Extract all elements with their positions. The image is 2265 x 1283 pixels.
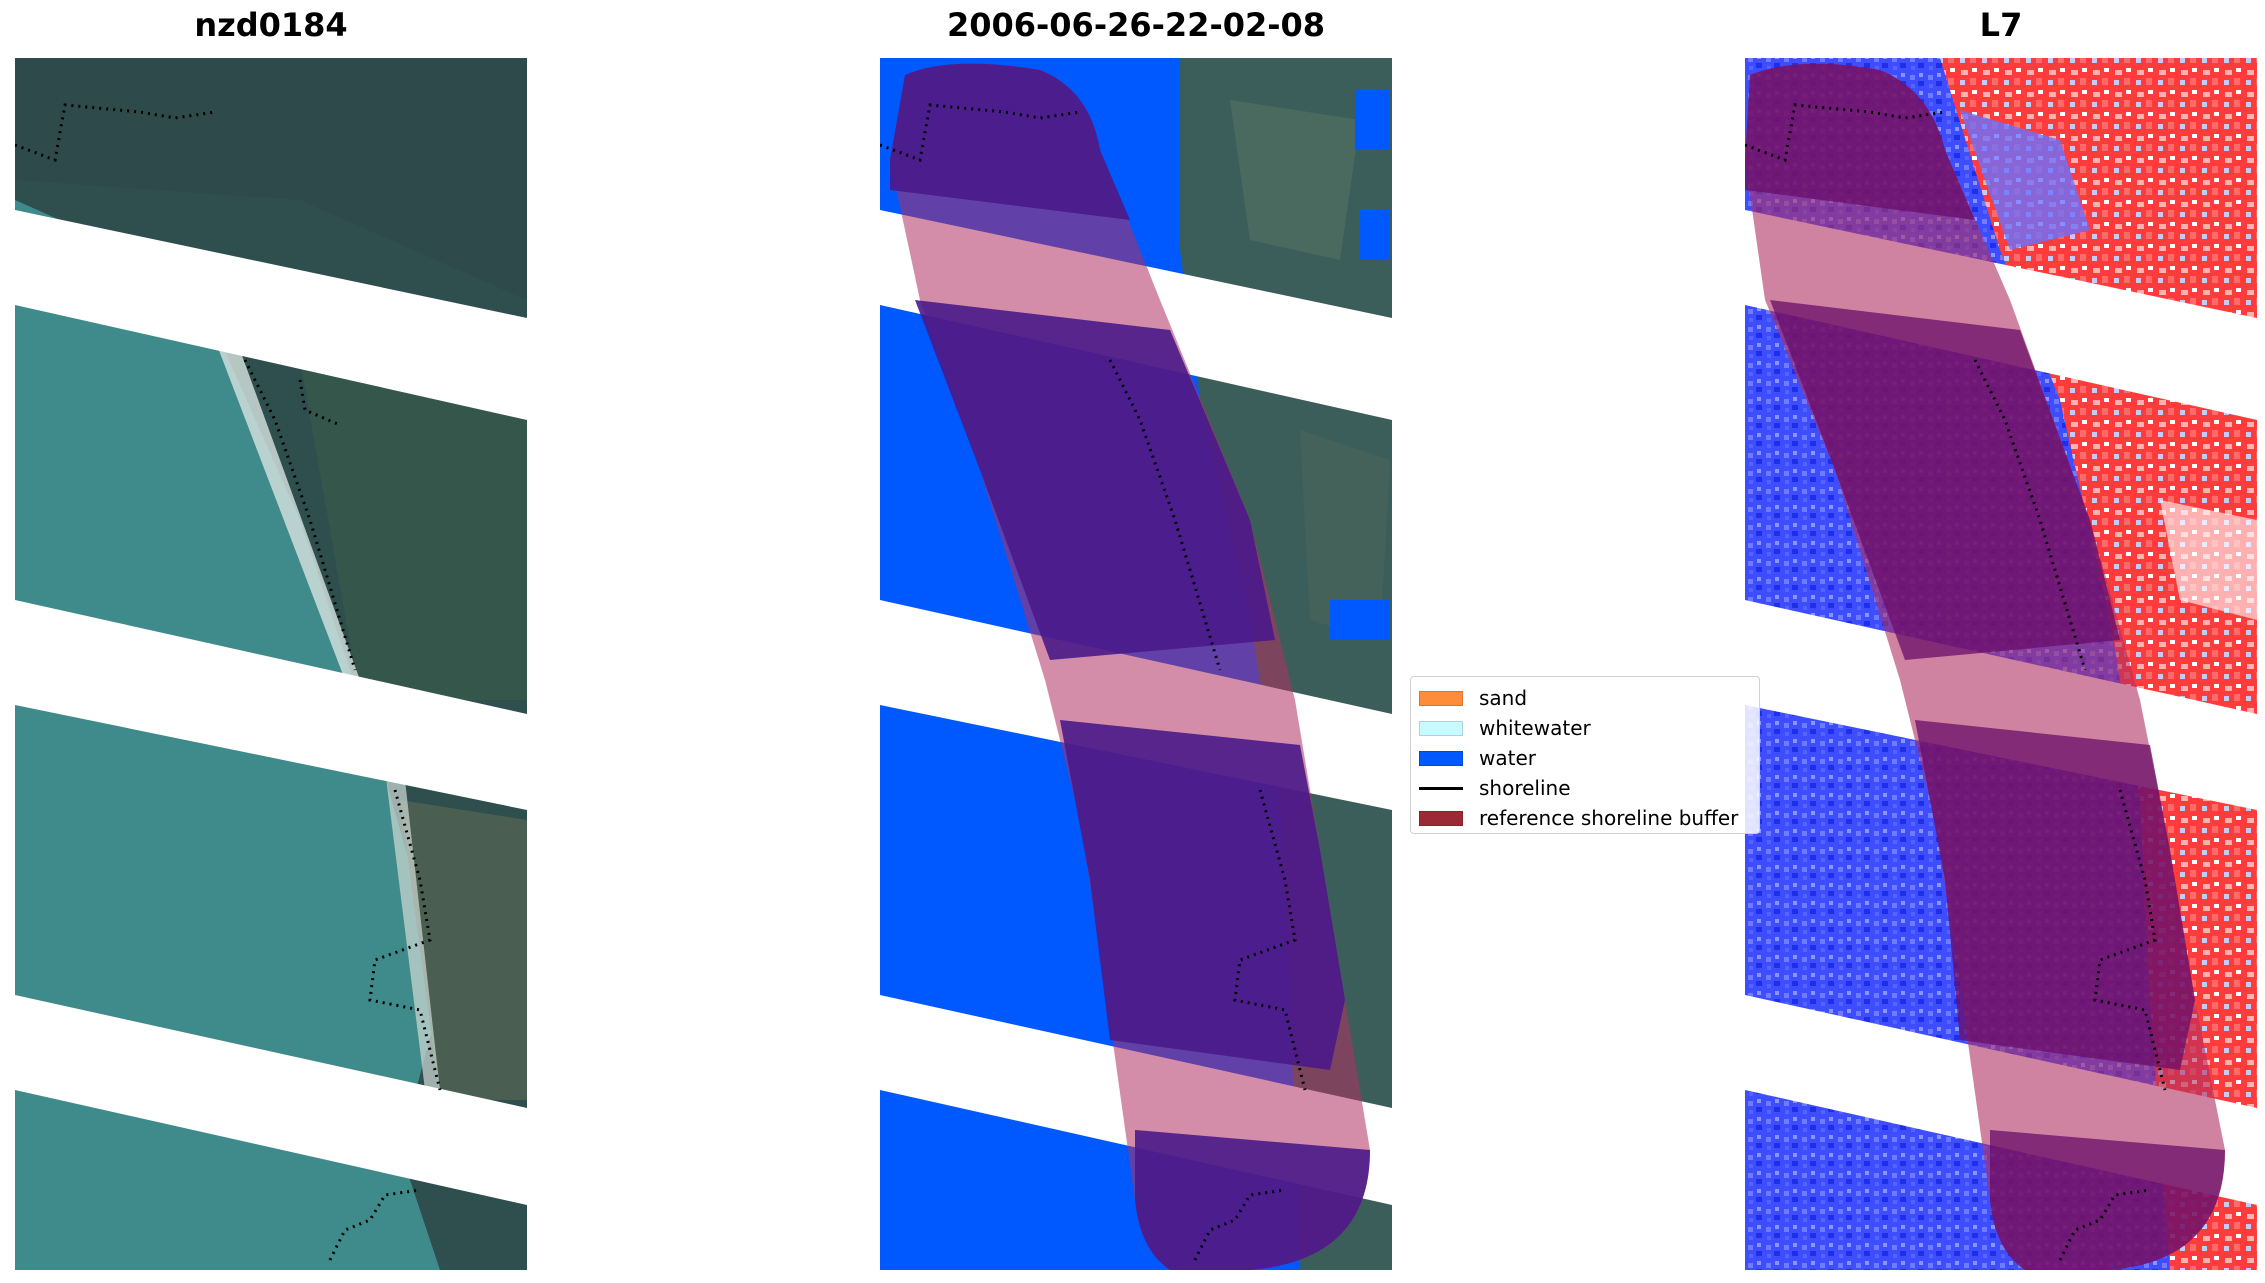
legend-label: sand xyxy=(1479,686,1528,710)
legend-label: water xyxy=(1479,746,1536,770)
legend-item-shoreline: shoreline xyxy=(1419,773,1751,803)
legend-label: reference shoreline buffer xyxy=(1479,806,1739,830)
legend-label: shoreline xyxy=(1479,776,1571,800)
shoreline-line-swatch xyxy=(1419,786,1463,790)
buffer-swatch xyxy=(1419,810,1463,826)
legend-item-water: water xyxy=(1419,743,1751,773)
whitewater-swatch xyxy=(1419,720,1463,736)
legend-label: whitewater xyxy=(1479,716,1591,740)
legend-item-whitewater: whitewater xyxy=(1419,713,1751,743)
legend-item-sand: sand xyxy=(1419,683,1751,713)
right-index-image xyxy=(1745,58,2257,1270)
right-panel-title: L7 xyxy=(1979,6,2023,44)
left-satellite-image xyxy=(15,58,527,1270)
middle-panel-title: 2006-06-26-22-02-08 xyxy=(946,6,1326,44)
middle-classified-image xyxy=(880,58,1392,1270)
sand-swatch xyxy=(1419,690,1463,706)
legend-item-reference-buffer: reference shoreline buffer xyxy=(1419,803,1751,833)
left-panel-title: nzd0184 xyxy=(194,6,348,44)
legend: sand whitewater water shoreline referenc… xyxy=(1410,676,1760,834)
water-swatch xyxy=(1419,750,1463,766)
